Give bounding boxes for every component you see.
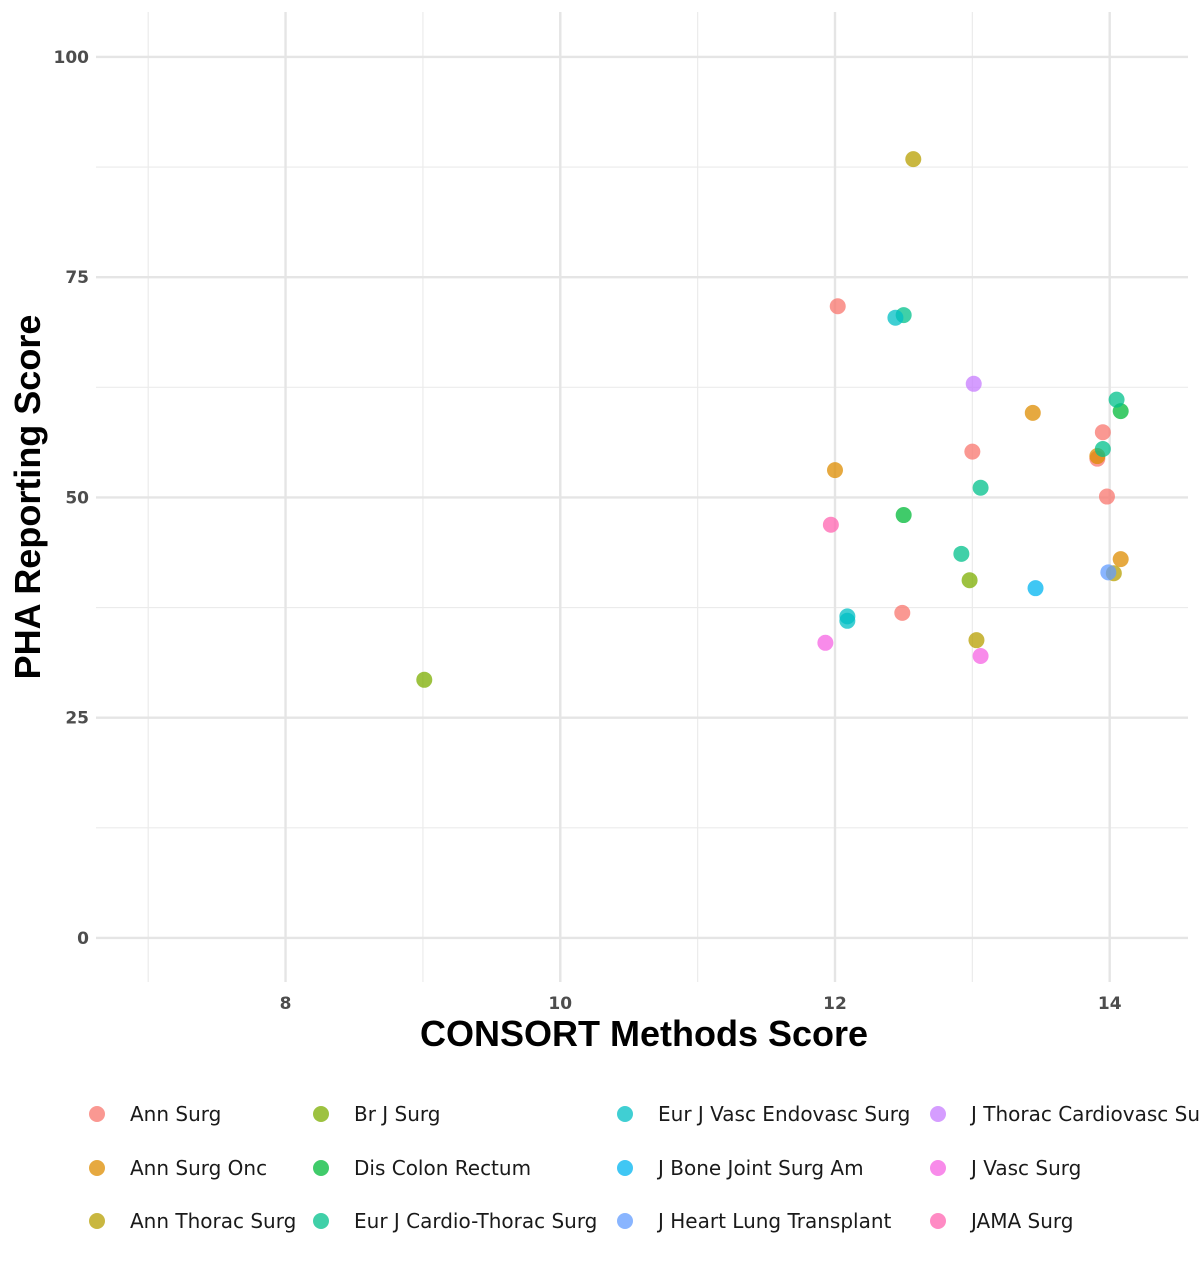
legend-label: J Thorac Cardiovasc Surg: [969, 1102, 1200, 1126]
data-point: [1112, 551, 1129, 568]
legend-key: [313, 1213, 329, 1229]
data-point: [972, 479, 989, 496]
legend-key: [617, 1160, 633, 1176]
legend-label: Eur J Vasc Endovasc Surg: [658, 1102, 910, 1126]
y-tick-label: 0: [77, 929, 89, 949]
legend-label: Ann Surg: [130, 1102, 221, 1126]
data-point: [1100, 564, 1117, 581]
data-point: [961, 572, 978, 589]
legend-item: Ann Surg Onc: [89, 1156, 267, 1180]
legend-item: Eur J Cardio-Thorac Surg: [313, 1209, 597, 1233]
y-tick-label: 25: [65, 709, 89, 729]
legend-label: Dis Colon Rectum: [354, 1156, 531, 1180]
data-point: [894, 604, 911, 621]
legend-item: J Heart Lung Transplant: [617, 1209, 892, 1233]
legend-item: J Bone Joint Surg Am: [617, 1156, 864, 1180]
data-point: [895, 507, 912, 524]
legend-item: Dis Colon Rectum: [313, 1156, 531, 1180]
legend-label: JAMA Surg: [969, 1209, 1073, 1233]
data-point: [964, 443, 981, 460]
data-point: [817, 634, 834, 651]
data-point: [822, 516, 839, 533]
data-point: [839, 612, 856, 629]
legend-key: [89, 1213, 105, 1229]
y-tick-label: 50: [65, 488, 89, 508]
y-axis-title: PHA Reporting Score: [7, 315, 48, 680]
legend-key: [930, 1106, 946, 1122]
y-tick-label: 100: [54, 48, 90, 68]
legend-item: JAMA Surg: [930, 1209, 1073, 1233]
x-axis-title: CONSORT Methods Score: [420, 1013, 868, 1054]
legend-label: J Vasc Surg: [969, 1156, 1081, 1180]
data-point: [416, 671, 433, 688]
legend: Ann Surg Ann Surg Onc Ann Thorac Surg Br J …: [89, 1102, 1200, 1233]
x-tick-label: 8: [280, 994, 292, 1014]
data-point: [1098, 488, 1115, 505]
tick-labels: 8 10 12 14 0 25 50 75 100: [54, 48, 1122, 1014]
legend-item: Eur J Vasc Endovasc Surg: [617, 1102, 910, 1126]
legend-item: Ann Surg: [89, 1102, 221, 1126]
legend-label: Br J Surg: [354, 1102, 441, 1126]
data-point: [826, 462, 843, 479]
legend-key: [930, 1213, 946, 1229]
data-point: [1094, 424, 1111, 441]
legend-key: [313, 1106, 329, 1122]
legend-label: Ann Surg Onc: [130, 1156, 267, 1180]
y-tick-label: 75: [65, 268, 89, 288]
data-point: [953, 545, 970, 562]
data-point: [1108, 391, 1125, 408]
data-points: [416, 151, 1129, 688]
data-point: [887, 309, 904, 326]
legend-item: Br J Surg: [313, 1102, 441, 1126]
data-point: [1024, 404, 1041, 421]
legend-key: [89, 1160, 105, 1176]
legend-key: [617, 1106, 633, 1122]
legend-label: Ann Thorac Surg: [130, 1209, 296, 1233]
legend-item: Ann Thorac Surg: [89, 1209, 296, 1233]
legend-key: [89, 1106, 105, 1122]
legend-key: [313, 1160, 329, 1176]
data-point: [972, 648, 989, 665]
grid: [96, 12, 1188, 982]
data-point: [1094, 440, 1111, 457]
data-point: [829, 298, 846, 315]
data-point: [1027, 580, 1044, 597]
data-point: [905, 151, 922, 168]
data-point: [968, 632, 985, 649]
legend-item: J Thorac Cardiovasc Surg: [930, 1102, 1200, 1126]
legend-item: J Vasc Surg: [930, 1156, 1081, 1180]
data-point: [965, 375, 982, 392]
x-tick-label: 10: [548, 994, 572, 1014]
legend-label: Eur J Cardio-Thorac Surg: [354, 1209, 597, 1233]
x-tick-label: 14: [1098, 994, 1122, 1014]
legend-key: [617, 1213, 633, 1229]
x-tick-label: 12: [823, 994, 847, 1014]
legend-label: J Bone Joint Surg Am: [656, 1156, 864, 1180]
legend-key: [930, 1160, 946, 1176]
legend-label: J Heart Lung Transplant: [656, 1209, 892, 1233]
